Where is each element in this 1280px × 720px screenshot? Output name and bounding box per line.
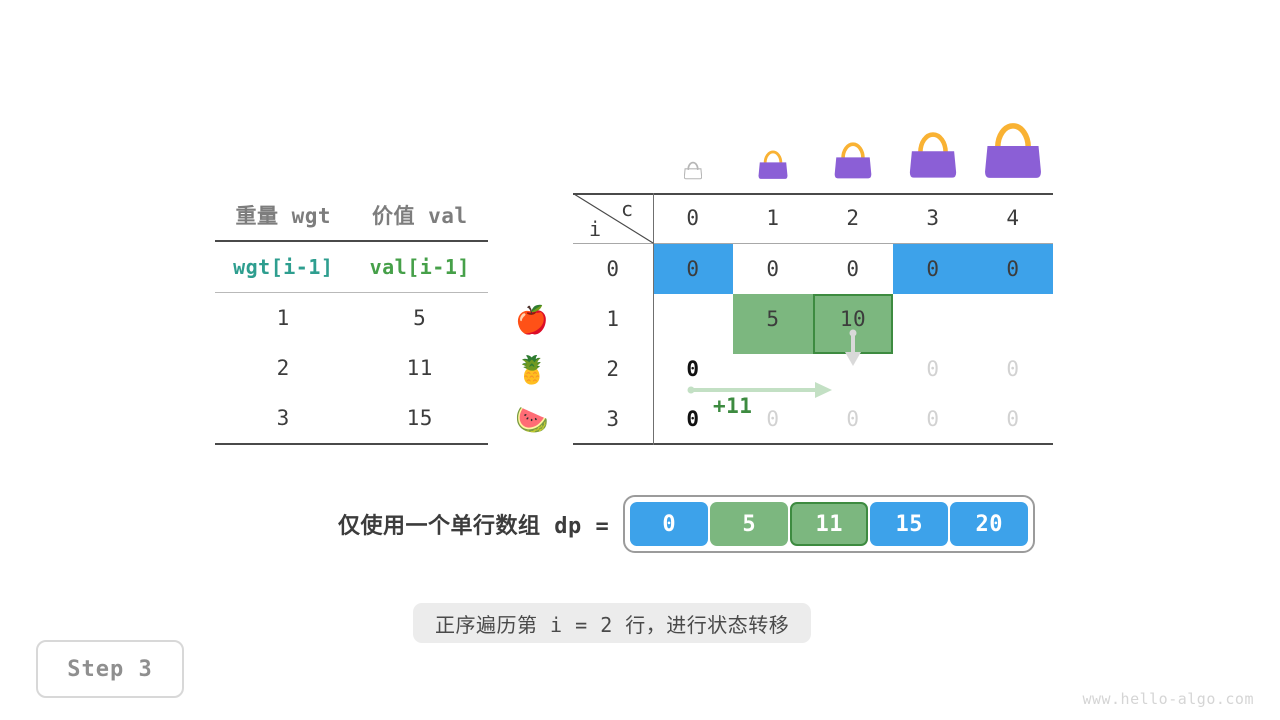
watermark: www.hello-algo.com bbox=[1082, 690, 1254, 708]
handbag-icon bbox=[684, 161, 702, 180]
bag-capacity-3 bbox=[893, 132, 973, 180]
item-icon-column: 🍎 🍍 🍉 bbox=[508, 295, 556, 445]
item-table-header-wgt: 重量 wgt bbox=[235, 204, 332, 228]
matrix-col-header-1: 1 bbox=[766, 206, 780, 230]
highlight-row2-c1 bbox=[733, 294, 813, 354]
matrix-cell-0-1: 0 bbox=[766, 257, 780, 281]
corner-diagonal-icon bbox=[573, 193, 654, 244]
dp-cell-4[interactable]: 20 bbox=[950, 502, 1029, 546]
item-val-1: 5 bbox=[413, 306, 427, 330]
item-table-row: 2 11 bbox=[215, 343, 488, 393]
handbag-icon bbox=[985, 123, 1041, 178]
matrix-cell-0-3: 0 bbox=[926, 257, 940, 281]
dp-cell-2[interactable]: 11 bbox=[790, 502, 869, 546]
dp-cell-0[interactable]: 0 bbox=[630, 502, 709, 546]
bag-capacity-2 bbox=[813, 142, 893, 180]
matrix-col-header-0: 0 bbox=[686, 206, 700, 230]
matrix-cell-1-3: 15 bbox=[919, 307, 947, 331]
item-val-2: 11 bbox=[406, 356, 433, 380]
dp-array-container: 0 5 11 15 20 bbox=[623, 495, 1036, 553]
item-table-subheader-row: wgt[i-1] val[i-1] bbox=[215, 242, 488, 292]
item-weight-value-table: 重量 wgt 价值 val wgt[i-1] val[i-1] 1 5 2 11… bbox=[215, 190, 488, 445]
item-table-rule-mid bbox=[215, 292, 488, 293]
caption-text: 正序遍历第 i = 2 行，进行状态转移 bbox=[413, 603, 812, 643]
matrix-rule-header bbox=[573, 243, 1053, 244]
dp-array-row: 仅使用一个单行数组 dp = 0 5 11 15 20 bbox=[338, 495, 1036, 553]
matrix-cell-0-4: 0 bbox=[1006, 257, 1020, 281]
matrix-corner-row-label: i bbox=[589, 217, 602, 241]
matrix-row-header-2: 2 bbox=[606, 357, 620, 381]
highlight-row1-c3-c4 bbox=[893, 244, 1053, 294]
matrix-rule-vertical bbox=[653, 193, 654, 445]
item-wgt-3: 3 bbox=[276, 406, 290, 430]
dp-matrix: c i 0 1 2 3 4 0 1 2 3 0 0 0 0 0 0 5 10 1… bbox=[573, 193, 1053, 445]
item-wgt-1: 1 bbox=[276, 306, 290, 330]
item-table-header-val: 价值 val bbox=[371, 204, 468, 228]
bag-capacity-1 bbox=[733, 150, 813, 181]
item-table-subheader-wgt: wgt[i-1] bbox=[233, 255, 334, 279]
handbag-icon bbox=[909, 132, 957, 179]
dp-array-label: 仅使用一个单行数组 dp = bbox=[338, 514, 610, 539]
item-wgt-2: 2 bbox=[276, 356, 290, 380]
matrix-row-header-0: 0 bbox=[606, 257, 620, 281]
watermelon-icon: 🍉 bbox=[515, 404, 549, 436]
matrix-col-header-2: 2 bbox=[846, 206, 860, 230]
matrix-cell-2-1: 5 bbox=[766, 357, 780, 381]
matrix-col-header-3: 3 bbox=[926, 206, 940, 230]
matrix-cell-3-2: 0 bbox=[846, 407, 860, 431]
matrix-cell-2-0: 0 bbox=[686, 357, 700, 381]
dp-cell-1[interactable]: 5 bbox=[710, 502, 789, 546]
item-table-rule-bottom bbox=[215, 443, 488, 445]
matrix-row-header-1: 1 bbox=[606, 307, 620, 331]
matrix-cell-2-2: 11 bbox=[839, 357, 867, 381]
matrix-cell-1-4: 20 bbox=[999, 307, 1027, 331]
apple-icon: 🍎 bbox=[515, 304, 549, 336]
handbag-icon bbox=[834, 142, 872, 179]
matrix-cell-1-1: 5 bbox=[766, 307, 780, 331]
item-table-header-row: 重量 wgt 价值 val bbox=[215, 190, 488, 240]
matrix-cell-0-0: 0 bbox=[686, 257, 700, 281]
pineapple-icon: 🍍 bbox=[515, 354, 549, 386]
matrix-cell-1-2: 10 bbox=[839, 307, 867, 331]
matrix-cell-3-1: 0 bbox=[766, 407, 780, 431]
bag-capacity-0 bbox=[653, 161, 733, 180]
highlight-row1-c0 bbox=[653, 244, 733, 294]
matrix-rule-top bbox=[573, 193, 1053, 195]
matrix-cell-3-3: 0 bbox=[926, 407, 940, 431]
matrix-cell-3-4: 0 bbox=[1006, 407, 1020, 431]
knapsack-capacity-icons bbox=[653, 118, 1053, 180]
item-table-row: 1 5 bbox=[215, 293, 488, 343]
matrix-cell-3-0: 0 bbox=[686, 407, 700, 431]
step-badge: Step 3 bbox=[36, 640, 184, 698]
item-val-3: 15 bbox=[406, 406, 433, 430]
matrix-cell-1-0: 0 bbox=[686, 307, 700, 331]
dp-cell-3[interactable]: 15 bbox=[870, 502, 949, 546]
matrix-row-header-3: 3 bbox=[606, 407, 620, 431]
matrix-cell-2-4: 0 bbox=[1006, 357, 1020, 381]
bag-capacity-4 bbox=[973, 123, 1053, 180]
matrix-cell-0-2: 0 bbox=[846, 257, 860, 281]
item-table-row: 3 15 bbox=[215, 393, 488, 443]
matrix-col-header-4: 4 bbox=[1006, 206, 1020, 230]
handbag-icon bbox=[758, 150, 788, 179]
matrix-rule-bottom bbox=[573, 443, 1053, 445]
matrix-corner-col-label: c bbox=[621, 197, 634, 221]
matrix-cell-2-3: 0 bbox=[926, 357, 940, 381]
plus-value-annotation: +11 bbox=[713, 394, 753, 418]
item-table-rule-top bbox=[215, 240, 488, 242]
item-table-subheader-val: val[i-1] bbox=[369, 255, 470, 279]
